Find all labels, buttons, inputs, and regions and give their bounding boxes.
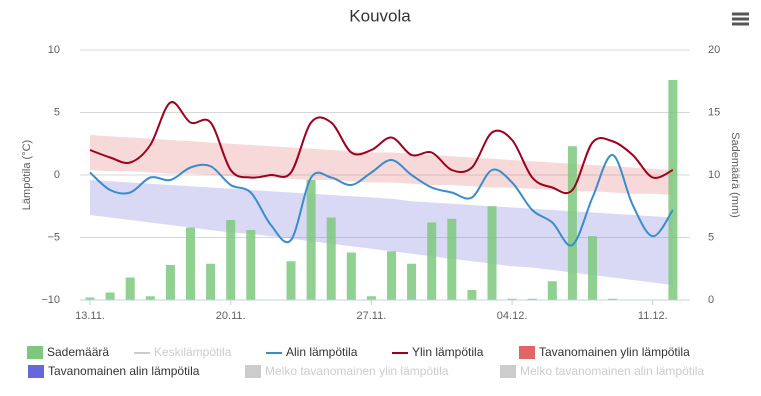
- bar: [125, 277, 135, 300]
- range-band: [90, 180, 673, 285]
- bar: [527, 298, 537, 300]
- legend-symbol[interactable]: [519, 346, 535, 359]
- y2-tick-label: 0: [708, 294, 714, 306]
- bar: [668, 80, 678, 300]
- y-tick-label: 0: [54, 169, 60, 181]
- x-tick-label: 27.11.: [357, 310, 387, 322]
- bar: [447, 218, 457, 300]
- legend-item[interactable]: Melko tavanomainen alin lämpötila: [500, 364, 704, 378]
- x-tick-label: 13.11.: [75, 310, 105, 322]
- bar: [85, 297, 95, 300]
- legend-label[interactable]: Ylin lämpötila: [412, 345, 484, 359]
- bar: [206, 263, 216, 300]
- bar: [306, 180, 316, 300]
- y2-tick-label: 5: [708, 231, 714, 243]
- bar: [487, 206, 497, 300]
- y2-axis-title: Sademäärä (mm): [729, 132, 741, 218]
- bar: [507, 298, 517, 300]
- y2-tick-label: 15: [708, 106, 720, 118]
- legend-symbol[interactable]: [500, 365, 516, 378]
- bar: [246, 230, 256, 300]
- y-tick-label: −10: [41, 294, 60, 306]
- bar: [346, 252, 356, 300]
- legend-label[interactable]: Tavanomainen ylin lämpötila: [539, 345, 690, 359]
- x-tick-label: 20.11.: [216, 310, 246, 322]
- bar: [286, 261, 296, 300]
- legend-item[interactable]: Ylin lämpötila: [392, 345, 484, 359]
- bar: [186, 227, 195, 300]
- legend-item[interactable]: Keskilämpötila: [134, 345, 232, 359]
- bar: [427, 222, 437, 300]
- y-tick-label: 5: [54, 106, 60, 118]
- y2-tick-label: 10: [708, 169, 720, 181]
- x-tick-label: 04.12.: [497, 310, 528, 322]
- legend-item[interactable]: Melko tavanomainen ylin lämpötila: [245, 364, 449, 378]
- legend-label[interactable]: Melko tavanomainen ylin lämpötila: [265, 364, 449, 378]
- bar: [387, 251, 396, 300]
- bar: [366, 296, 376, 300]
- x-tick-label: 11.12.: [638, 310, 668, 322]
- bar: [588, 236, 597, 300]
- line: [89, 101, 674, 195]
- bar: [145, 296, 155, 300]
- legend-item[interactable]: Tavanomainen ylin lämpötila: [519, 345, 690, 359]
- y-axis-title: Lämpötila (°C): [21, 140, 33, 210]
- bar: [165, 265, 175, 300]
- bar: [407, 263, 417, 300]
- legend-symbol[interactable]: [27, 346, 43, 359]
- legend-label[interactable]: Melko tavanomainen alin lämpötila: [520, 364, 704, 378]
- y-tick-label: 10: [48, 44, 60, 56]
- chart-title: Kouvola: [349, 6, 411, 25]
- legend-symbol[interactable]: [245, 365, 261, 378]
- menu-button[interactable]: [729, 10, 751, 28]
- bar: [105, 292, 115, 300]
- bar: [226, 220, 236, 300]
- menu-icon[interactable]: [732, 12, 749, 26]
- legend-item[interactable]: Tavanomainen alin lämpötila: [28, 364, 200, 378]
- legend-item[interactable]: Alin lämpötila: [266, 345, 358, 359]
- y2-tick-label: 20: [708, 44, 720, 56]
- bar: [547, 281, 557, 300]
- legend-symbol[interactable]: [28, 365, 44, 378]
- line: [89, 154, 674, 247]
- bar: [608, 298, 618, 300]
- legend-item[interactable]: Sademäärä: [27, 345, 109, 359]
- legend-label[interactable]: Tavanomainen alin lämpötila: [48, 364, 200, 378]
- bar: [567, 146, 577, 300]
- legend-label[interactable]: Sademäärä: [47, 345, 109, 359]
- bar: [326, 217, 336, 300]
- y-tick-label: −5: [47, 231, 60, 243]
- bar: [467, 290, 477, 300]
- legend-label[interactable]: Keskilämpötila: [154, 345, 232, 359]
- legend-label[interactable]: Alin lämpötila: [286, 345, 358, 359]
